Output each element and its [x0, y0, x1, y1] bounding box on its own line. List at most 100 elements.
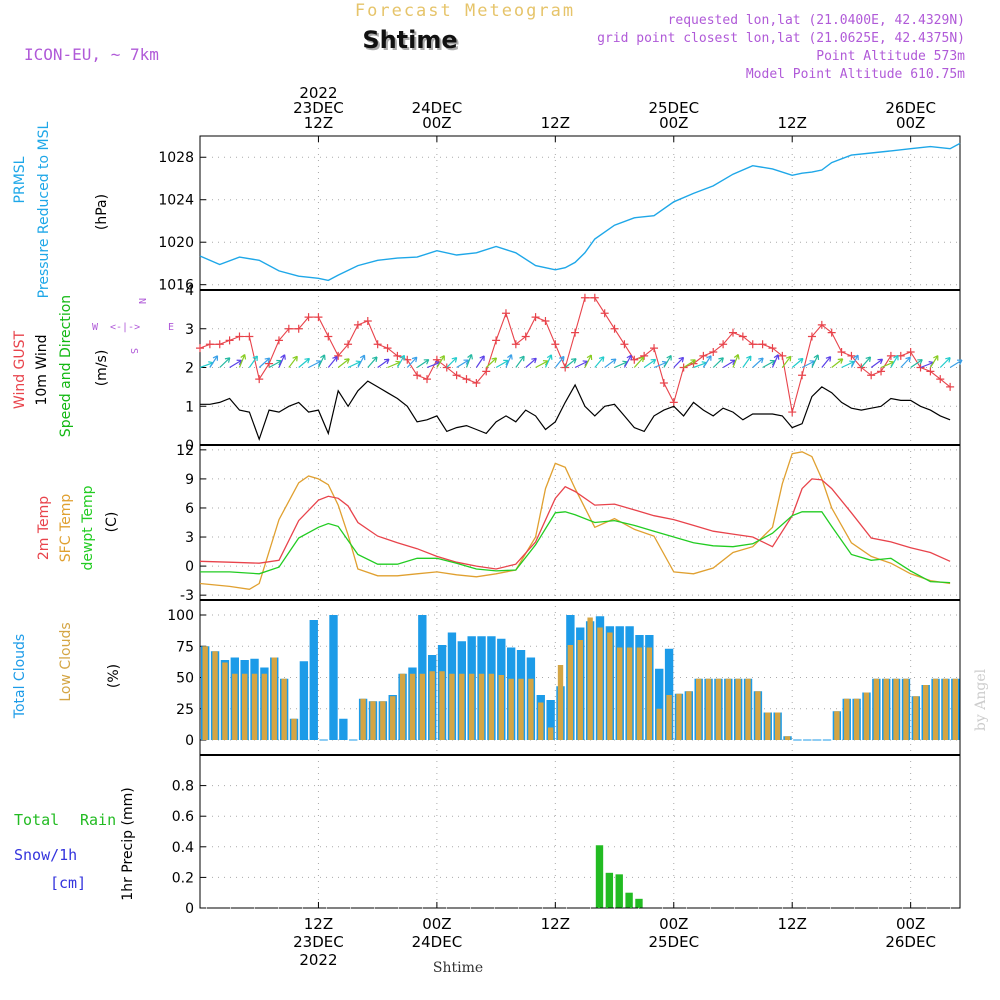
wind-dir-arrowhead: [746, 355, 752, 362]
gust-marker: [274, 336, 283, 345]
low-cloud-bar: [745, 678, 751, 740]
wind-dir-arrowhead: [463, 359, 470, 365]
wind-dir-arrow: [396, 355, 405, 368]
gust-marker: [551, 340, 560, 349]
gust-marker: [640, 351, 649, 360]
y-tick-label-clouds: 0: [185, 733, 194, 749]
time-label-bottom: 24DEC: [412, 933, 463, 951]
low-cloud-bar: [844, 698, 850, 740]
wind-dir-arrow: [683, 359, 696, 369]
wind-dir-arrowhead: [610, 358, 617, 364]
low-cloud-bar: [409, 673, 416, 740]
wind-dir-arrowhead: [785, 355, 792, 362]
low-cloud-bar: [459, 673, 465, 740]
low-cloud-bar: [913, 696, 919, 740]
gust-marker: [541, 317, 550, 325]
wind-dir-arrowhead: [945, 357, 951, 363]
low-cloud-bar: [676, 693, 682, 740]
gust-marker: [344, 340, 353, 349]
wind-dir-arrowhead: [519, 355, 525, 362]
wind-dir-arrow: [574, 360, 588, 369]
time-label-bottom: 00Z: [422, 915, 451, 933]
y-tick-label-wind: 2: [185, 361, 194, 377]
wind-dir-arrow: [564, 358, 577, 368]
gust-marker: [304, 313, 313, 322]
wind-dir-arrow: [535, 360, 549, 369]
wind-dir-arrow: [436, 355, 445, 368]
precip-label-snow: Snow/1h: [14, 846, 77, 864]
wind-dir-arrow: [890, 355, 899, 368]
gust-marker: [817, 320, 826, 329]
wind-dir-arrowhead: [650, 358, 657, 365]
low-cloud-bar: [873, 678, 880, 740]
y-tick-label-clouds: 50: [176, 671, 194, 687]
gust-marker: [650, 344, 659, 353]
low-cloud-bar: [853, 698, 860, 740]
gust-marker: [936, 375, 945, 384]
wind-dir-arrow: [870, 358, 883, 368]
gust-marker: [215, 340, 224, 349]
wind-dir-arrow: [199, 362, 214, 369]
wind-dir-arrow: [623, 354, 632, 368]
wind-dir-arrow: [860, 356, 871, 368]
wind-dir-arrowhead: [598, 356, 605, 362]
wind-dir-arrow: [387, 361, 401, 369]
wind-dir-arrowhead: [320, 354, 326, 360]
wind-dir-arrow: [604, 358, 617, 368]
wind-dir-arrow: [426, 361, 441, 369]
wind-dir-arrow: [673, 357, 684, 368]
low-cloud-bar: [468, 673, 475, 740]
wind-dir-arrow: [406, 356, 418, 368]
wind-dir-arrow: [357, 354, 366, 368]
gust-marker: [669, 398, 678, 407]
y-tick-label-precip: 0.2: [172, 870, 194, 886]
time-label-top: 00Z: [896, 114, 925, 132]
low-cloud-bar: [942, 678, 949, 740]
wind-dir-arrowhead: [905, 356, 911, 363]
wind-dir-arrow: [456, 359, 469, 369]
gust-marker: [877, 367, 886, 376]
low-cloud-bar: [271, 657, 277, 740]
model-label: ICON-EU, ~ 7km: [24, 45, 159, 64]
wind-dir-arrow: [268, 360, 282, 369]
gust-marker: [501, 309, 510, 318]
wind-dir-arrowhead: [666, 354, 672, 361]
compass-w: W: [92, 322, 99, 333]
wind-dir-arrow: [238, 354, 246, 368]
precip-label-cm: [cm]: [50, 874, 86, 892]
wind-dir-arrow: [475, 355, 485, 368]
y-tick-label-pressure: 1024: [158, 193, 194, 209]
wind-dir-arrowhead: [877, 358, 884, 365]
plot-layer: 101610201024102801234-303691202550751000…: [158, 84, 963, 969]
pressure-unit: (hPa): [94, 194, 110, 230]
y-tick-label-precip: 0.4: [172, 840, 194, 856]
wind-dir-arrowhead: [507, 354, 513, 360]
wind-dir-arrow: [939, 357, 951, 368]
gust-marker: [580, 293, 589, 302]
rain-bar: [635, 898, 643, 908]
low-cloud-bar: [607, 632, 613, 740]
wind-dir-arrow: [821, 356, 832, 368]
wind-dir-arrowhead: [212, 355, 219, 361]
low-cloud-bar: [735, 678, 741, 740]
low-cloud-bar: [765, 712, 771, 740]
wind-dir-arrow: [633, 356, 645, 368]
low-cloud-bar: [636, 647, 643, 740]
low-cloud-bar: [932, 678, 939, 740]
model-altitude: Model Point Altitude 610.75m: [746, 67, 965, 82]
time-label-top: 12Z: [541, 114, 570, 132]
wind-dir-arrowhead: [853, 354, 859, 361]
gust-marker: [768, 344, 777, 353]
time-label-bottom: 2022: [299, 951, 337, 969]
gust-marker: [511, 340, 520, 349]
compass-e: E: [168, 322, 174, 333]
low-cloud-bar: [390, 696, 396, 740]
low-cloud-bar: [774, 712, 781, 740]
low-cloud-bar: [281, 678, 287, 740]
gust-marker: [393, 351, 402, 360]
low-cloud-bar: [597, 627, 603, 740]
wind-dir-arrowhead: [451, 357, 458, 363]
low-cloud-bar: [587, 617, 593, 740]
temp-label-dewpt: dewpt Temp: [80, 485, 96, 570]
